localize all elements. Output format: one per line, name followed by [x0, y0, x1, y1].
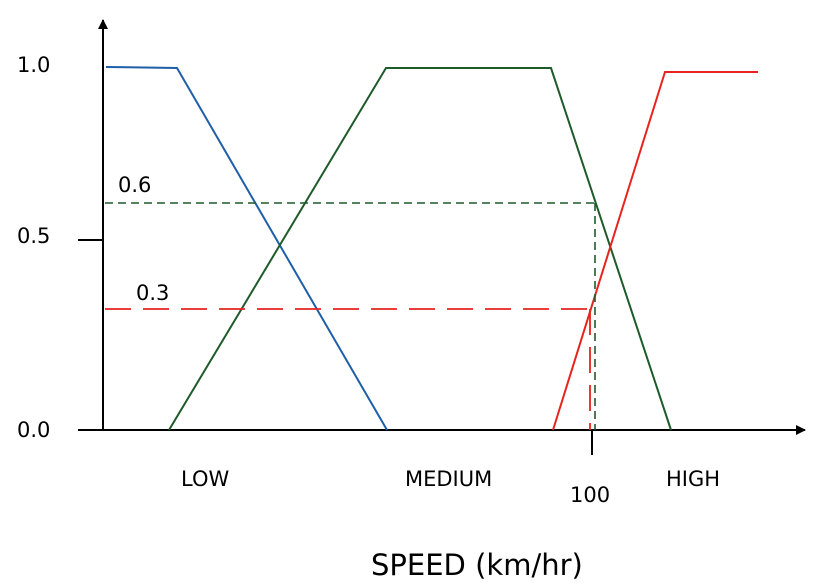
y-tick-label-1.0: 1.0 — [17, 53, 50, 77]
set-label-low: LOW — [181, 467, 229, 491]
medium-membership-line — [168, 67, 672, 431]
level-label-0.3: 0.3 — [136, 281, 169, 305]
level-label-0.6: 0.6 — [118, 173, 151, 197]
high-membership-line — [552, 71, 758, 431]
x-tick-label-100: 100 — [570, 483, 610, 507]
y-tick-label-0.0: 0.0 — [17, 418, 50, 442]
x-axis-title: SPEED (km/hr) — [371, 548, 583, 582]
set-label-medium: MEDIUM — [405, 467, 492, 491]
set-label-high: HIGH — [666, 467, 720, 491]
y-tick-label-0.5: 0.5 — [17, 224, 50, 248]
low-membership-line — [105, 66, 388, 431]
